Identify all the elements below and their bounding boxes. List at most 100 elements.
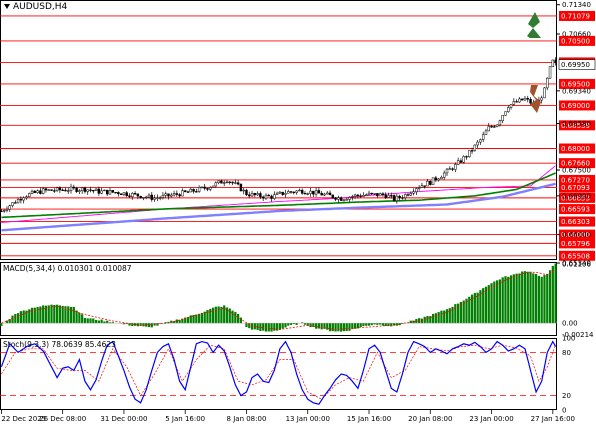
macd-histogram-bar: [488, 285, 490, 323]
candle-body: [56, 188, 58, 191]
y-tick-label: 0.66000: [562, 231, 591, 239]
candle-body: [552, 60, 554, 67]
macd-histogram-bar: [529, 272, 531, 323]
candle-body: [156, 198, 158, 199]
candle-body: [346, 199, 348, 200]
level-tag-label: 0.65796: [561, 240, 590, 248]
macd-histogram-bar: [499, 279, 501, 323]
macd-histogram-bar: [334, 323, 336, 331]
candle-body: [215, 183, 217, 186]
macd-histogram-bar: [552, 266, 554, 323]
candle-body: [229, 182, 231, 183]
macd-histogram-bar: [415, 319, 417, 323]
level-tag-label: 0.66303: [561, 218, 590, 226]
candle-body: [254, 193, 256, 195]
macd-histogram-bar: [493, 281, 495, 323]
candle-body: [232, 182, 234, 183]
candle-body: [95, 189, 97, 191]
candle-body: [201, 187, 203, 188]
level-tag-label: 0.68000: [561, 145, 590, 153]
candle-body: [413, 192, 415, 193]
macd-histogram-bar: [315, 323, 317, 329]
level-tag-label: 0.71079: [561, 13, 590, 21]
macd-histogram-bar: [31, 308, 33, 323]
candle-body: [379, 194, 381, 196]
candle-body: [220, 181, 222, 183]
macd-histogram-bar: [234, 312, 236, 323]
candle-body: [463, 156, 465, 162]
macd-histogram-bar: [89, 318, 91, 323]
candle-body: [126, 193, 128, 196]
candle-body: [401, 198, 403, 199]
macd-histogram-bar: [527, 272, 529, 323]
candle-body: [452, 169, 454, 170]
candle-body: [516, 101, 518, 102]
macd-histogram-bar: [212, 308, 214, 323]
macd-histogram-bar: [477, 293, 479, 324]
candle-body: [120, 194, 122, 195]
macd-histogram-bar: [209, 309, 211, 323]
level-tag-label: 0.69000: [561, 102, 590, 110]
candle-body: [312, 191, 314, 194]
macd-histogram-bar: [541, 277, 543, 323]
x-tick-label: 20 Jan 08:00: [408, 415, 452, 423]
candle-body: [173, 193, 175, 195]
candle-body: [343, 200, 345, 201]
candle-body: [109, 190, 111, 194]
macd-histogram-bar: [237, 314, 239, 323]
candle-body: [23, 198, 25, 200]
candle-body: [73, 187, 75, 188]
macd-histogram-bar: [254, 323, 256, 329]
candle-body: [390, 195, 392, 196]
x-tick-label: 13 Jan 00:00: [286, 415, 330, 423]
candle-body: [424, 186, 426, 187]
candle-body: [31, 191, 33, 193]
stoch-y-tick-label: 100: [562, 335, 575, 343]
macd-histogram-bar: [329, 323, 331, 331]
collapse-triangle-icon[interactable]: [4, 4, 10, 9]
candle-body: [76, 188, 78, 192]
macd-histogram-bar: [273, 323, 275, 331]
macd-histogram-bar: [262, 323, 264, 331]
macd-histogram-bar: [53, 305, 55, 323]
candle-body: [184, 191, 186, 192]
candle-body: [287, 192, 289, 194]
candle-body: [212, 186, 214, 187]
x-tick-label: 26 Dec 08:00: [39, 415, 86, 423]
macd-histogram-bar: [424, 317, 426, 323]
candle-body: [365, 195, 367, 196]
candle-body: [6, 209, 8, 210]
macd-y-tick-label: 0.00: [562, 320, 578, 328]
candle-body: [162, 195, 164, 197]
macd-histogram-bar: [282, 323, 284, 329]
macd-histogram-bar: [92, 318, 94, 323]
chart-title: AUDUSD,H4: [4, 2, 67, 12]
macd-histogram-bar: [379, 323, 381, 324]
candle-body: [193, 189, 195, 191]
candle-body: [195, 191, 197, 192]
macd-histogram-bar: [215, 307, 217, 323]
candle-body: [396, 196, 398, 201]
macd-histogram-bar: [440, 311, 442, 323]
macd-histogram-bar: [231, 311, 233, 324]
candle-body: [190, 189, 192, 192]
candle-body: [399, 196, 401, 197]
macd-histogram-bar: [56, 305, 58, 323]
macd-histogram-bar: [446, 309, 448, 323]
macd-histogram-bar: [290, 323, 292, 325]
candle-body: [315, 190, 317, 194]
macd-histogram-bar: [543, 275, 545, 323]
macd-histogram-bar: [284, 323, 286, 327]
candle-body: [440, 177, 442, 179]
candle-body: [360, 196, 362, 197]
macd-histogram-bar: [59, 305, 61, 323]
macd-histogram-bar: [73, 307, 75, 323]
candle-body: [443, 173, 445, 177]
candle-body: [505, 112, 507, 116]
macd-histogram-bar: [321, 323, 323, 329]
candle-body: [42, 189, 44, 194]
macd-histogram-bar: [371, 323, 373, 325]
macd-histogram-bar: [368, 323, 370, 326]
candle-body: [351, 197, 353, 198]
macd-histogram-bar: [390, 323, 392, 326]
